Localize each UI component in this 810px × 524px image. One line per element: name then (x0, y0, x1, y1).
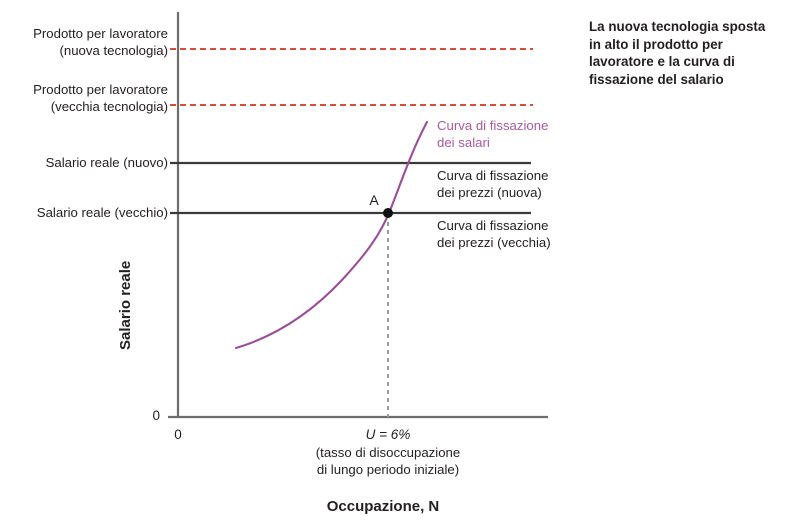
x-axis-title: Occupazione, N (326, 498, 440, 515)
y-axis-title: Salario reale (117, 260, 134, 350)
unemployment-rate-value: U = 6% (365, 427, 411, 442)
label-real-wage-new: Salario reale (nuovo) (45, 155, 168, 170)
figure-note: La nuova tecnologia sposta in alto il pr… (589, 19, 766, 87)
equilibrium-point-a (383, 208, 393, 218)
point-a-label: A (369, 192, 379, 208)
wage-setting-curve (234, 120, 429, 350)
label-real-wage-old: Salario reale (vecchio) (36, 205, 168, 220)
legend-price-setting-new: Curva di fissazione dei prezzi (nuova) (437, 168, 549, 200)
unemployment-rate-caption: (tasso di disoccupazione di lungo period… (315, 445, 461, 477)
legend-wage-setting-curve: Curva di fissazione dei salari (437, 118, 549, 150)
label-productivity-new: Prodotto per lavoratore (nuova tecnologi… (33, 26, 168, 58)
x-origin-label: 0 (174, 427, 182, 442)
y-origin-label: 0 (152, 408, 160, 423)
label-productivity-old: Prodotto per lavoratore (vecchia tecnolo… (33, 82, 168, 114)
legend-price-setting-old: Curva di fissazione dei prezzi (vecchia) (437, 218, 551, 250)
